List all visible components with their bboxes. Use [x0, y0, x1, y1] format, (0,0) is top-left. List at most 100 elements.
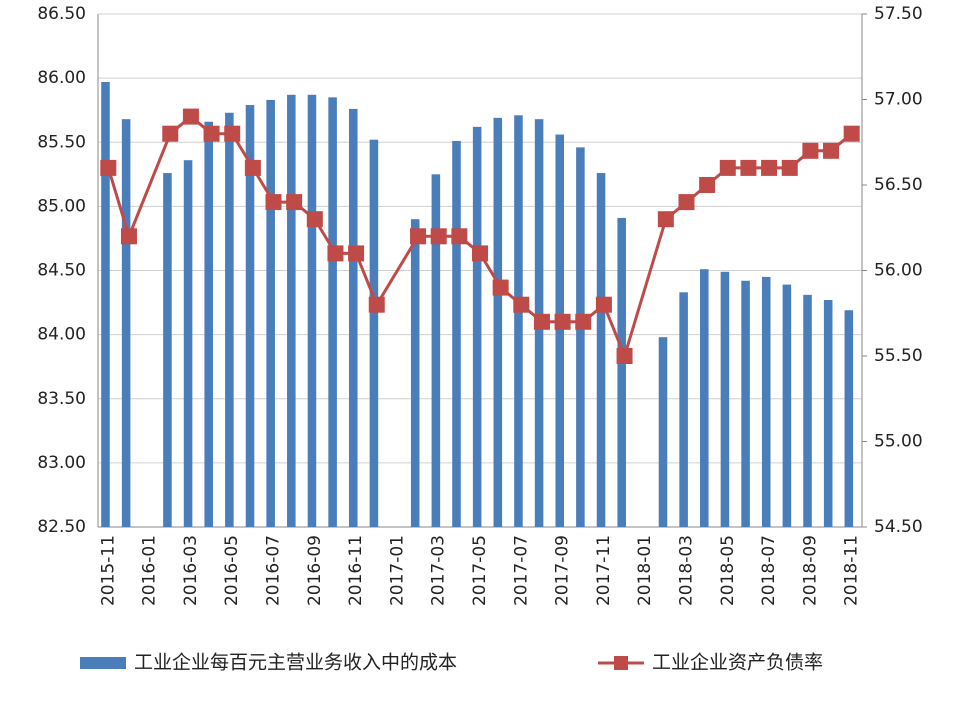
- bar: [266, 99, 275, 528]
- line-marker: [533, 313, 550, 330]
- line-marker: [678, 194, 695, 211]
- bar: [617, 217, 626, 528]
- y-tick-label: 84.50: [37, 261, 86, 281]
- bar: [452, 140, 461, 527]
- x-tick-label: 2015-11: [98, 535, 118, 606]
- line-marker: [100, 159, 117, 176]
- y2-tick-label: 57.50: [874, 4, 923, 24]
- y-tick-label: 83.00: [37, 453, 86, 473]
- line-marker: [451, 228, 468, 245]
- bar: [596, 173, 606, 527]
- line-marker: [699, 177, 716, 193]
- line-marker: [843, 125, 860, 142]
- line-marker: [781, 159, 798, 176]
- line-marker: [575, 313, 592, 330]
- bar: [410, 219, 420, 527]
- bar: [369, 139, 379, 527]
- line-marker: [616, 348, 633, 364]
- bar: [803, 294, 812, 527]
- bar: [307, 94, 317, 528]
- line: [106, 114, 853, 361]
- line-marker: [595, 296, 612, 313]
- bar: [328, 97, 337, 528]
- bar: [493, 117, 503, 527]
- bar: [287, 94, 296, 528]
- bar: [823, 299, 833, 527]
- bar: [782, 284, 792, 527]
- x-tick-label: 2017-01: [387, 535, 407, 606]
- line-marker: [554, 313, 571, 330]
- line-marker: [306, 211, 323, 228]
- bar: [225, 112, 234, 527]
- line-marker: [719, 159, 736, 176]
- y2-tick-label: 56.00: [874, 261, 923, 281]
- line-marker: [740, 159, 757, 176]
- y2-tick-label: 55.00: [874, 432, 923, 452]
- x-tick-label: 2016-03: [181, 535, 201, 606]
- y-tick-label: 85.00: [37, 196, 86, 216]
- line-marker: [244, 159, 261, 176]
- y-tick-label: 83.50: [37, 389, 86, 409]
- bar: [101, 81, 110, 527]
- x-tick-label: 2018-03: [676, 535, 696, 606]
- x-tick-label: 2017-09: [553, 535, 573, 606]
- bar: [679, 292, 688, 527]
- x-tick-label: 2016-01: [140, 535, 160, 606]
- bar: [761, 276, 771, 527]
- x-tick-label: 2017-07: [511, 535, 531, 606]
- legend-label: 工业企业资产负债率: [652, 652, 823, 674]
- line-marker: [802, 142, 819, 159]
- bar: [121, 119, 131, 527]
- x-tick-label: 2016-09: [305, 535, 325, 606]
- y2-tick-label: 55.50: [874, 346, 923, 366]
- y-tick-label: 85.50: [37, 132, 86, 152]
- x-tick-label: 2018-11: [842, 535, 862, 606]
- x-tick-label: 2018-09: [800, 535, 820, 606]
- x-tick-label: 2016-07: [264, 535, 284, 606]
- y-tick-label: 84.00: [37, 325, 86, 345]
- bar: [555, 134, 565, 527]
- line-marker: [327, 245, 344, 262]
- line-marker: [761, 159, 778, 176]
- bar: [245, 105, 255, 528]
- bar: [844, 310, 854, 527]
- x-tick-label: 2017-03: [429, 535, 449, 606]
- line-marker: [492, 279, 509, 296]
- x-tick-label: 2018-05: [718, 535, 738, 606]
- legend-marker: [614, 656, 628, 670]
- bar: [741, 280, 750, 527]
- bar: [183, 160, 193, 527]
- bar: [700, 269, 709, 527]
- x-tick-label: 2018-07: [759, 535, 779, 606]
- line-marker: [472, 245, 488, 262]
- y-tick-label: 86.00: [37, 68, 86, 88]
- x-tick-label: 2016-11: [346, 535, 366, 606]
- legend-label: 工业企业每百元主营业务收入中的成本: [134, 652, 457, 674]
- x-tick-label: 2017-05: [470, 535, 490, 606]
- bar: [163, 173, 172, 527]
- y2-tick-label: 54.50: [874, 517, 923, 537]
- bar: [576, 147, 585, 527]
- line-marker: [410, 228, 427, 245]
- line-marker: [348, 245, 365, 262]
- line-marker: [368, 296, 385, 313]
- line-marker: [286, 194, 303, 211]
- line-marker: [265, 194, 282, 211]
- bar: [472, 126, 482, 528]
- line-marker: [430, 228, 447, 245]
- x-tick-label: 2017-11: [594, 535, 614, 606]
- y2-tick-label: 56.50: [874, 175, 923, 195]
- line-marker: [823, 142, 840, 159]
- line-marker: [182, 108, 199, 125]
- line-marker: [657, 211, 674, 228]
- bar: [658, 337, 668, 527]
- line-marker: [120, 228, 137, 245]
- line-marker: [162, 125, 179, 142]
- bar: [204, 121, 213, 527]
- line-marker: [224, 125, 241, 142]
- bar: [720, 271, 730, 527]
- bar: [431, 174, 441, 527]
- y-tick-label: 82.50: [37, 517, 86, 537]
- bar: [348, 108, 358, 527]
